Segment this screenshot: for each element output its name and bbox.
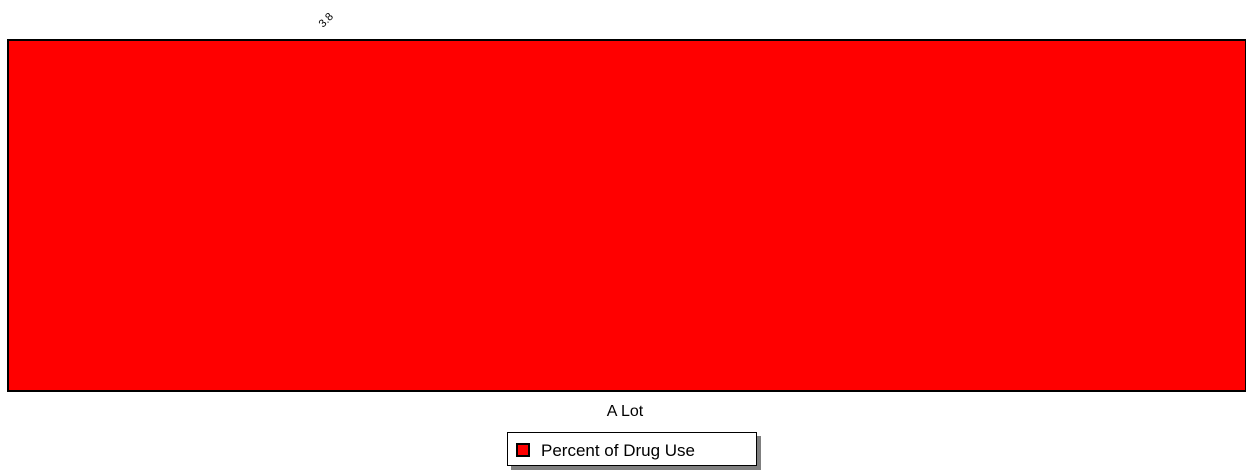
- bar-a-lot: [7, 39, 1246, 392]
- x-tick-label: A Lot: [607, 403, 644, 420]
- data-label: 3.8: [317, 11, 336, 30]
- legend: Percent of Drug Use: [507, 432, 757, 466]
- legend-swatch: [516, 443, 530, 457]
- legend-label: Percent of Drug Use: [541, 441, 696, 460]
